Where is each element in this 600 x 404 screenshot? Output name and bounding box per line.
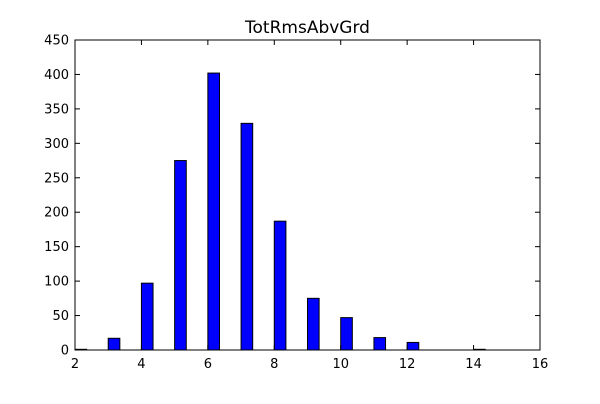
y-tick-label: 100 [44, 275, 69, 290]
y-tick-label: 400 [44, 68, 69, 83]
y-tick-label: 350 [44, 102, 69, 117]
x-tick-label: 10 [332, 357, 349, 372]
y-tick-label: 300 [44, 137, 69, 152]
chart-title: TotRmsAbvGrd [244, 18, 370, 38]
x-tick-label: 16 [532, 357, 549, 372]
histogram-bar [340, 317, 353, 351]
histogram-bar [273, 220, 287, 351]
y-tick-label: 0 [61, 344, 69, 359]
bars-group [74, 72, 486, 351]
histogram-bar [373, 337, 387, 351]
y-tick-label: 250 [44, 171, 69, 186]
x-tick-label: 4 [137, 357, 145, 372]
y-tick-label: 50 [52, 309, 69, 324]
histogram-bar [174, 160, 187, 351]
histogram-bar [140, 282, 154, 351]
x-tick-label: 2 [71, 357, 79, 372]
x-tick-label: 6 [204, 357, 212, 372]
histogram-bar [240, 122, 254, 351]
histogram-bar [107, 337, 121, 351]
histogram-bar [406, 341, 420, 351]
histogram-bar [307, 297, 320, 351]
x-tick-label: 14 [465, 357, 482, 372]
x-tick-label: 8 [270, 357, 278, 372]
histogram-bar [207, 72, 220, 351]
ticks-group: 2 4 6 8 10 12 14 16 0 50 100 150 200 250 300 350 400 450 [44, 34, 548, 373]
y-tick-label: 450 [44, 34, 69, 49]
y-tick-label: 200 [44, 206, 69, 221]
x-tick-label: 12 [399, 357, 416, 372]
plot-area-frame [74, 39, 541, 351]
y-tick-label: 150 [44, 240, 69, 255]
